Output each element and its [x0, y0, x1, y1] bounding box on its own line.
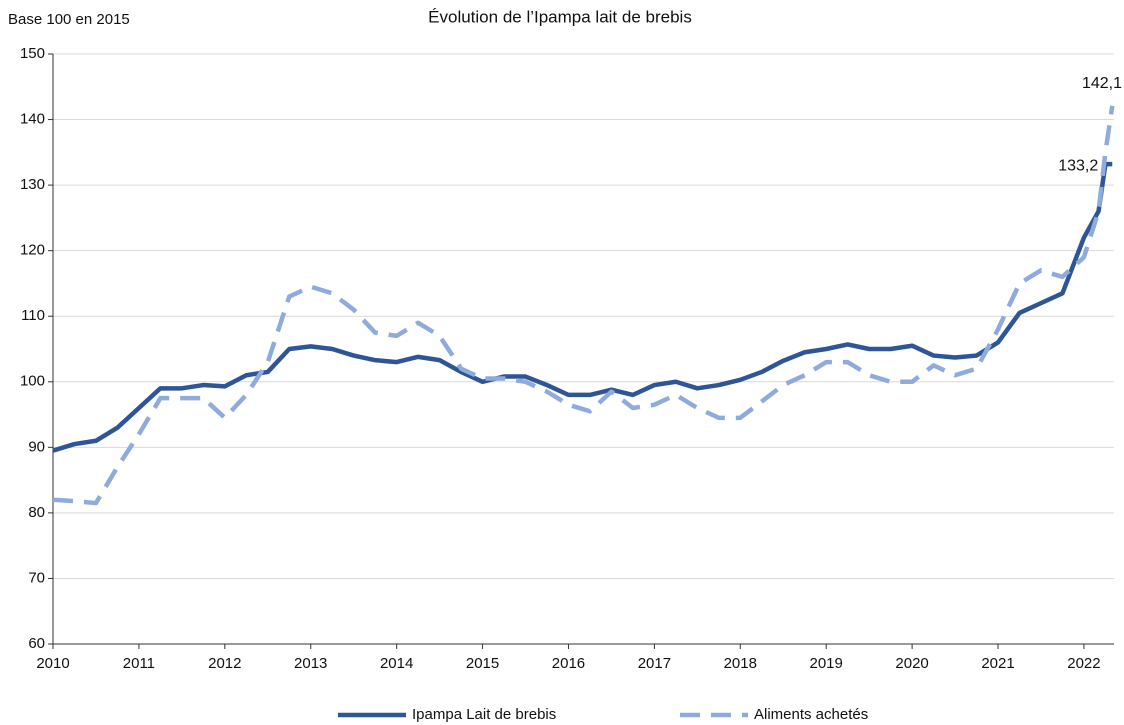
y-tick-label: 100 — [20, 373, 45, 390]
line-series — [52, 161, 1113, 453]
data-label: 133,2 — [1058, 157, 1098, 174]
y-tick-label: 90 — [28, 438, 45, 455]
x-tick-label: 2020 — [895, 655, 928, 672]
y-tick-label: 70 — [28, 569, 45, 586]
legend-label: Ipampa Lait de brebis — [412, 706, 556, 723]
x-tick-label: 2022 — [1067, 655, 1100, 672]
y-tick-label: 120 — [20, 242, 45, 259]
y-tick-label: 80 — [28, 504, 45, 521]
y-tick-label: 60 — [28, 635, 45, 652]
y-tick-label: 140 — [20, 111, 45, 128]
x-tick-label: 2014 — [380, 655, 413, 672]
x-tick-label: 2015 — [466, 655, 499, 672]
x-tick-label: 2018 — [724, 655, 757, 672]
data-label: 142,1 — [1082, 75, 1122, 92]
chart-title: Évolution de l’Ipampa lait de brebis — [428, 7, 692, 26]
x-tick-label: 2011 — [123, 655, 155, 672]
x-tick-label: 2012 — [208, 655, 241, 672]
x-tick-label: 2016 — [552, 655, 585, 672]
y-tick-label: 110 — [21, 307, 45, 324]
y-tick-label: 130 — [20, 176, 45, 193]
legend-label: Aliments achetés — [754, 706, 868, 723]
x-tick-label: 2010 — [36, 655, 69, 672]
x-tick-label: 2019 — [810, 655, 843, 672]
line-series — [52, 105, 1115, 506]
y-axis-label: Base 100 en 2015 — [8, 11, 130, 28]
y-tick-label: 150 — [20, 45, 45, 62]
x-tick-label: 2013 — [294, 655, 327, 672]
x-tick-label: 2021 — [981, 655, 1014, 672]
x-tick-label: 2017 — [638, 655, 671, 672]
